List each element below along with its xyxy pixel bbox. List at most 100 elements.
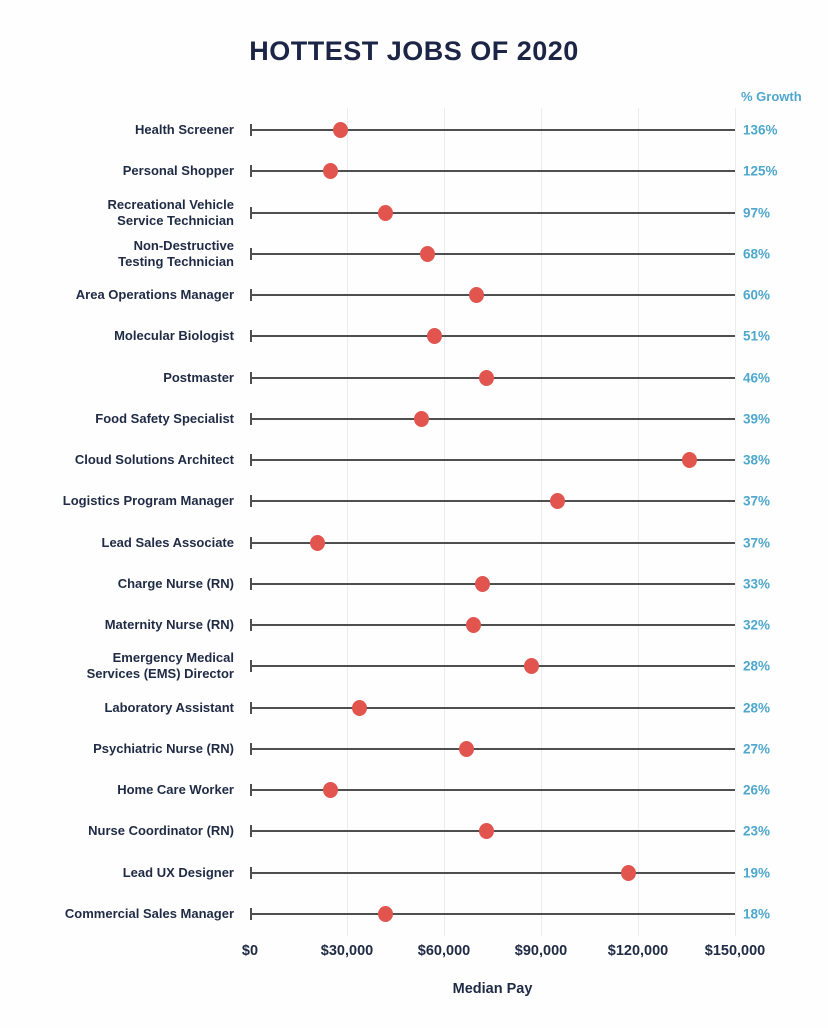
job-label: Postmaster <box>163 369 234 385</box>
pay-axis-line <box>250 124 735 136</box>
axis-start-cap <box>250 247 252 260</box>
median-pay-dot <box>478 823 494 840</box>
median-pay-dot <box>468 287 484 304</box>
gridline <box>540 108 542 936</box>
growth-value: 39% <box>743 411 771 427</box>
axis-start-cap <box>250 660 252 673</box>
job-label: Molecular Biologist <box>114 328 234 344</box>
axis-start-cap <box>250 536 252 549</box>
pay-axis-line <box>250 907 735 920</box>
median-pay-dot <box>352 699 368 716</box>
pay-axis-line <box>250 247 735 260</box>
pay-axis-line <box>250 866 735 879</box>
job-label: Health Screener <box>135 122 234 137</box>
median-pay-dot <box>459 740 475 757</box>
axis-start-cap <box>250 371 252 384</box>
growth-value: 26% <box>743 782 771 798</box>
median-pay-dot <box>523 658 539 675</box>
growth-value: 28% <box>743 700 771 716</box>
job-label: Emergency Medical Services (EMS) Directo… <box>86 650 234 682</box>
x-axis-tick-label: $150,000 <box>704 943 766 959</box>
pay-axis-line <box>250 784 735 797</box>
job-label: Recreational Vehicle Service Technician <box>107 196 234 228</box>
axis-start-cap <box>250 124 252 136</box>
pay-axis-line <box>250 742 735 755</box>
pay-axis-line <box>250 495 735 508</box>
job-label: Charge Nurse (RN) <box>117 575 234 591</box>
median-pay-dot <box>378 204 394 221</box>
median-pay-dot <box>413 410 429 427</box>
axis-start-cap <box>250 866 252 879</box>
x-axis-tick-label: $0 <box>241 943 259 959</box>
growth-value: 46% <box>743 370 771 386</box>
axis-start-cap <box>250 412 252 425</box>
axis-start-cap <box>250 495 252 508</box>
x-axis-tick-label: $90,000 <box>514 943 568 959</box>
gridline <box>443 108 445 936</box>
job-label: Lead Sales Associate <box>101 534 234 550</box>
pay-axis-line <box>250 289 735 302</box>
chart-title: HOTTEST JOBS OF 2020 <box>249 36 579 66</box>
growth-value: 32% <box>743 617 771 633</box>
axis-start-cap <box>250 289 252 302</box>
axis-start-cap <box>250 165 252 178</box>
pay-axis-line <box>250 701 735 714</box>
job-label: Non-Destructive Testing Technician <box>118 237 234 269</box>
job-label: Cloud Solutions Architect <box>74 452 234 468</box>
median-pay-dot <box>620 864 636 881</box>
axis-start-cap <box>250 619 252 632</box>
median-pay-dot <box>310 534 326 551</box>
gridline <box>637 108 639 936</box>
axis-start-cap <box>250 784 252 797</box>
growth-value: 136% <box>743 122 778 138</box>
median-pay-dot <box>475 575 491 592</box>
pay-axis-line <box>250 536 735 549</box>
job-label: Commercial Sales Manager <box>64 905 234 921</box>
pay-axis-line <box>250 330 735 343</box>
pay-axis-line <box>250 206 735 219</box>
growth-value: 51% <box>743 328 771 344</box>
growth-value: 27% <box>743 741 771 757</box>
growth-value: 23% <box>743 823 771 839</box>
median-pay-dot <box>323 782 339 799</box>
median-pay-dot <box>478 369 494 386</box>
median-pay-dot <box>378 905 394 922</box>
pay-axis-line <box>250 454 735 467</box>
median-pay-dot <box>465 617 481 634</box>
axis-start-cap <box>250 454 252 467</box>
median-pay-dot <box>323 163 339 180</box>
job-label: Personal Shopper <box>122 163 234 179</box>
growth-value: 19% <box>743 865 771 881</box>
pay-axis-line <box>250 412 735 425</box>
growth-value: 37% <box>743 493 771 509</box>
x-axis-title: Median Pay <box>452 981 533 997</box>
growth-value: 97% <box>743 205 771 221</box>
growth-value: 33% <box>743 576 771 592</box>
job-label: Maternity Nurse (RN) <box>104 617 234 633</box>
growth-value: 60% <box>743 287 771 303</box>
growth-column-header: % Growth <box>741 89 802 104</box>
median-pay-dot <box>333 122 349 138</box>
job-label: Area Operations Manager <box>75 287 234 303</box>
median-pay-dot <box>426 328 442 345</box>
x-axis-tick-label: $60,000 <box>417 943 471 959</box>
median-pay-dot <box>549 493 565 510</box>
growth-value: 125% <box>743 163 778 179</box>
axis-start-cap <box>250 701 252 714</box>
growth-value: 37% <box>743 535 771 551</box>
median-pay-dot <box>420 245 436 262</box>
pay-axis-line <box>250 660 735 673</box>
job-label: Nurse Coordinator (RN) <box>88 823 234 839</box>
growth-value: 18% <box>743 906 771 922</box>
pay-axis-line <box>250 165 735 178</box>
axis-start-cap <box>250 577 252 590</box>
job-label: Lead UX Designer <box>122 864 234 880</box>
job-label: Food Safety Specialist <box>95 410 234 426</box>
gridline <box>346 108 348 936</box>
growth-value: 38% <box>743 452 771 468</box>
axis-start-cap <box>250 907 252 920</box>
pay-axis-line <box>250 619 735 632</box>
job-label: Psychiatric Nurse (RN) <box>93 740 234 756</box>
